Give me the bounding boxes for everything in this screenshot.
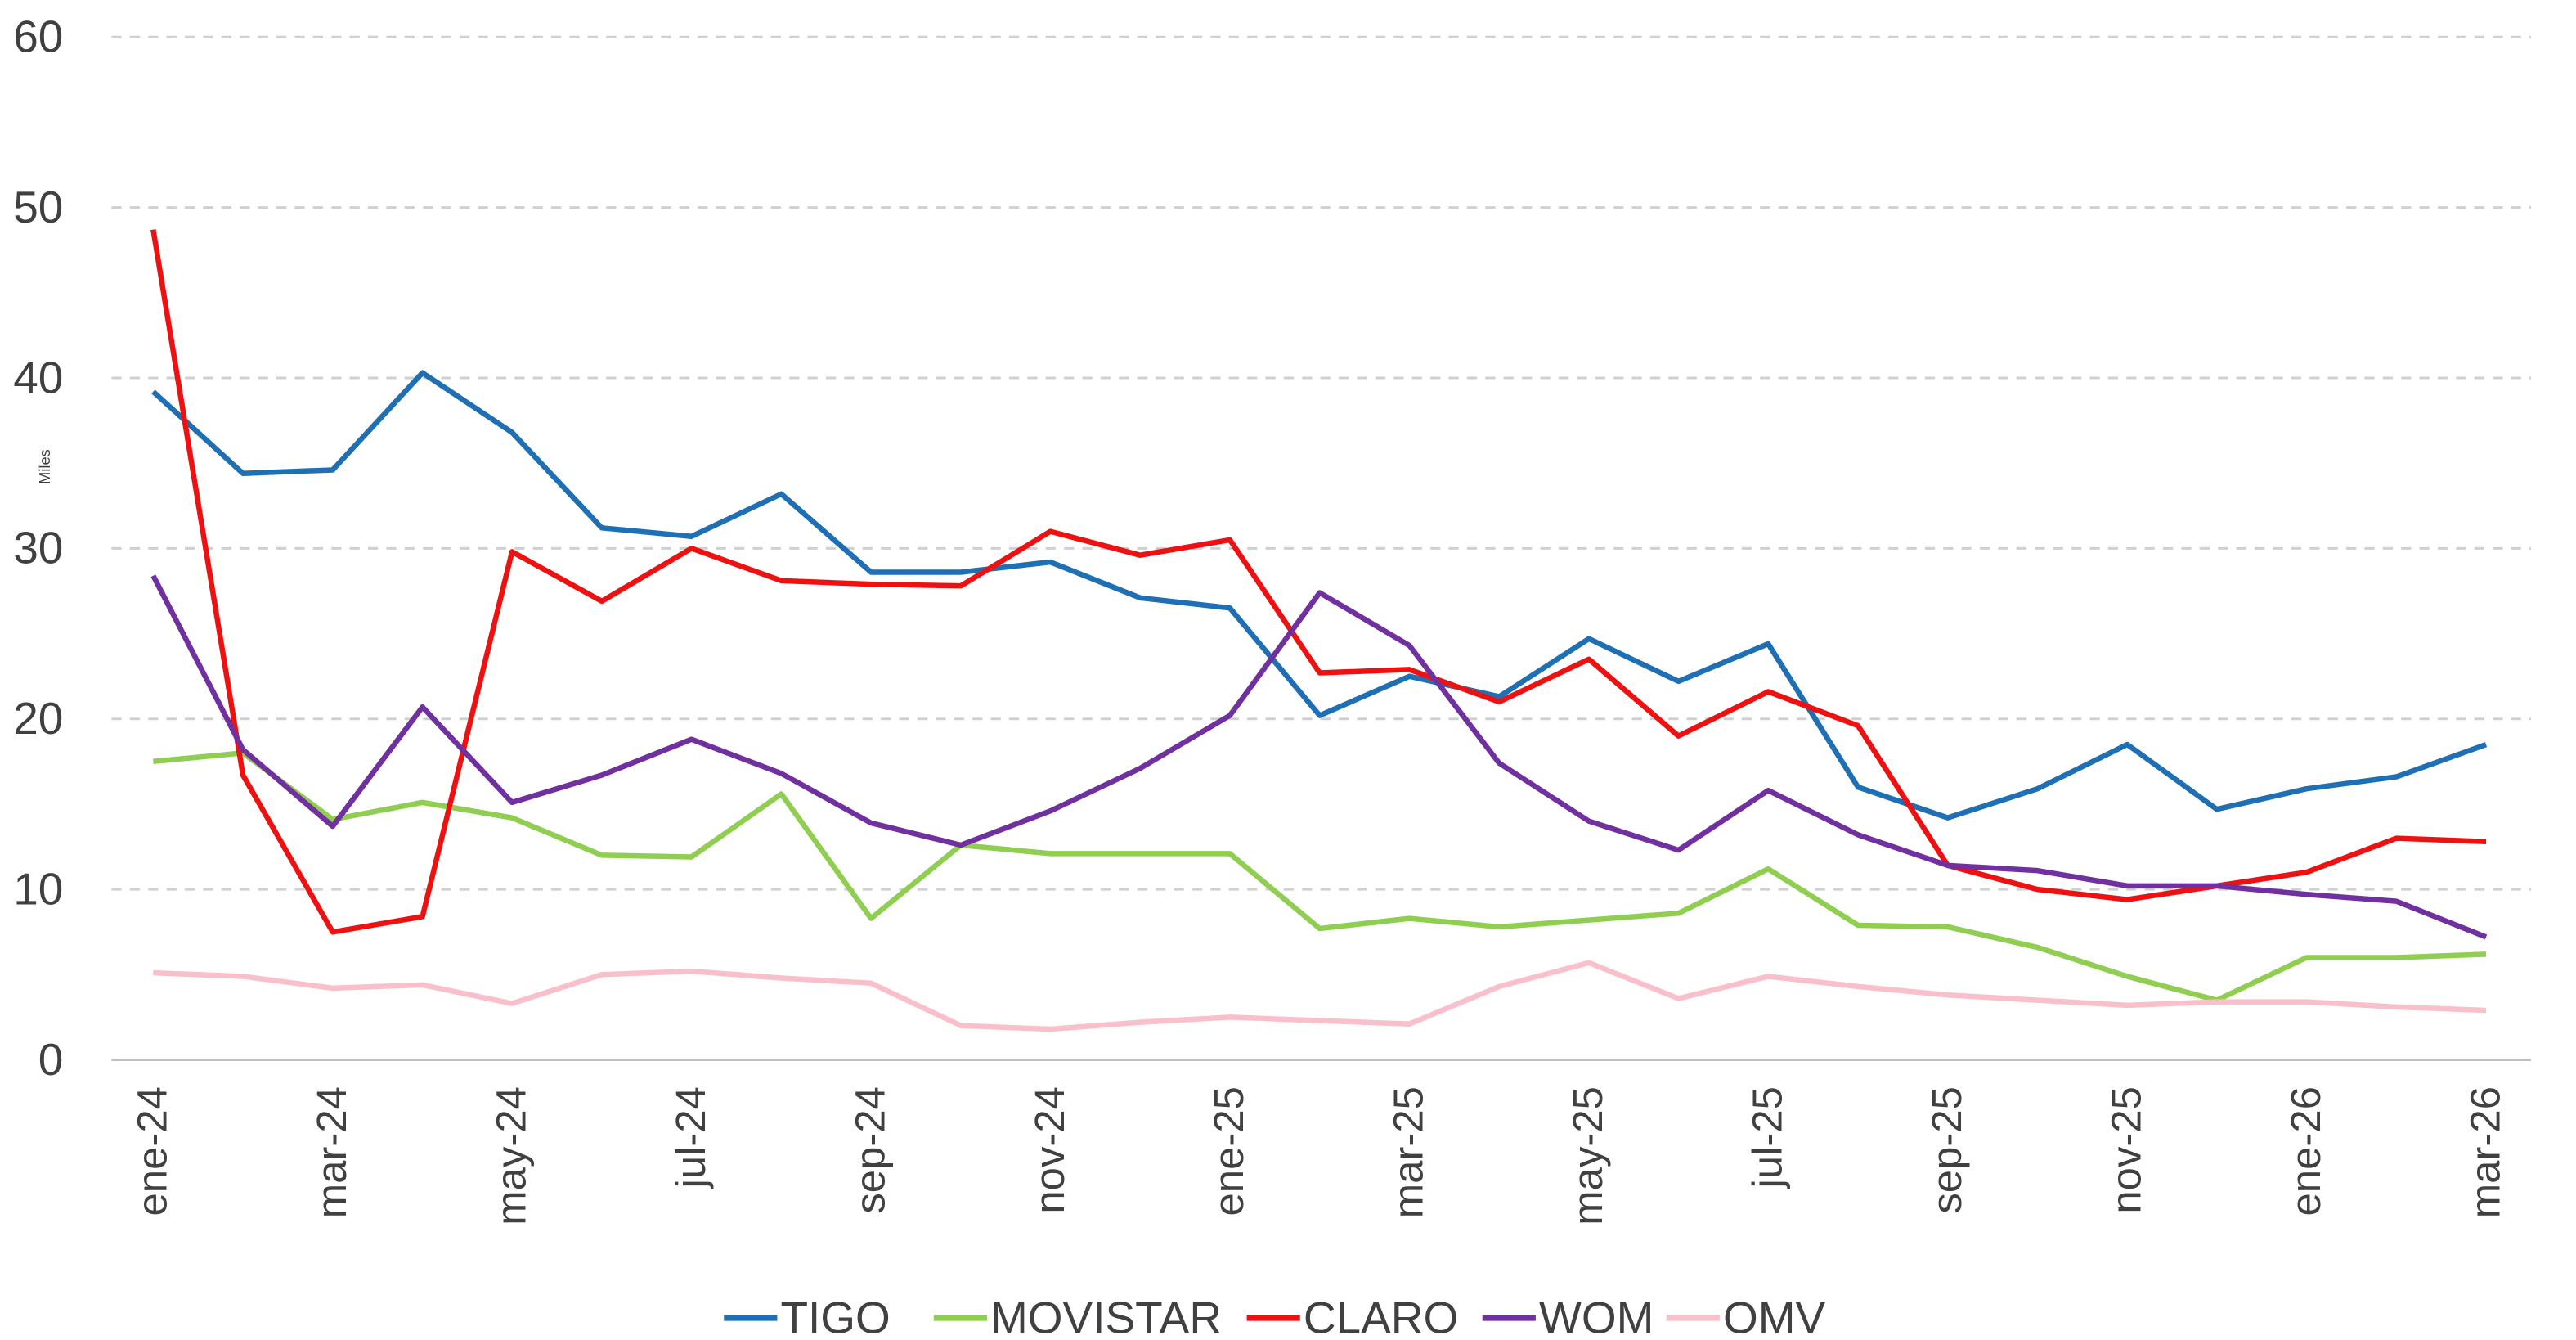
legend-label: TIGO <box>780 1292 890 1340</box>
series-line <box>153 750 2487 1003</box>
y-tick-label: 20 <box>13 693 63 744</box>
x-tick-label: sep-24 <box>846 1086 893 1214</box>
x-tick-label: mar-25 <box>1385 1086 1432 1218</box>
y-tick-label: 60 <box>13 11 63 62</box>
y-axis-label: Miles <box>36 449 53 484</box>
x-tick-label: mar-24 <box>308 1086 355 1218</box>
x-tick-label: mar-26 <box>2462 1086 2508 1218</box>
y-tick-label: 30 <box>13 523 63 573</box>
x-tick-label: ene-26 <box>2282 1086 2329 1216</box>
legend-label: WOM <box>1539 1292 1654 1340</box>
y-tick-label: 0 <box>38 1034 64 1085</box>
x-tick-label: ene-24 <box>129 1086 176 1216</box>
x-tick-label: jul-24 <box>667 1086 714 1189</box>
y-tick-label: 10 <box>13 863 63 914</box>
y-tick-label: 50 <box>13 182 63 232</box>
y-tick-label: 40 <box>13 352 63 402</box>
x-tick-label: may-25 <box>1564 1086 1611 1225</box>
series-line <box>150 229 2487 935</box>
legend-label: OMV <box>1723 1292 1826 1340</box>
x-tick-label: may-24 <box>487 1086 534 1225</box>
series-line <box>151 370 2488 821</box>
x-tick-label: ene-25 <box>1205 1086 1252 1216</box>
series-line <box>153 960 2487 1032</box>
legend-label: CLARO <box>1304 1292 1458 1340</box>
x-tick-label: nov-24 <box>1026 1086 1073 1214</box>
x-tick-label: sep-25 <box>1923 1086 1970 1214</box>
x-tick-label: nov-25 <box>2103 1086 2149 1214</box>
legend-label: MOVISTAR <box>990 1292 1222 1340</box>
series-line <box>150 574 2488 940</box>
x-tick-label: jul-25 <box>1744 1086 1791 1189</box>
